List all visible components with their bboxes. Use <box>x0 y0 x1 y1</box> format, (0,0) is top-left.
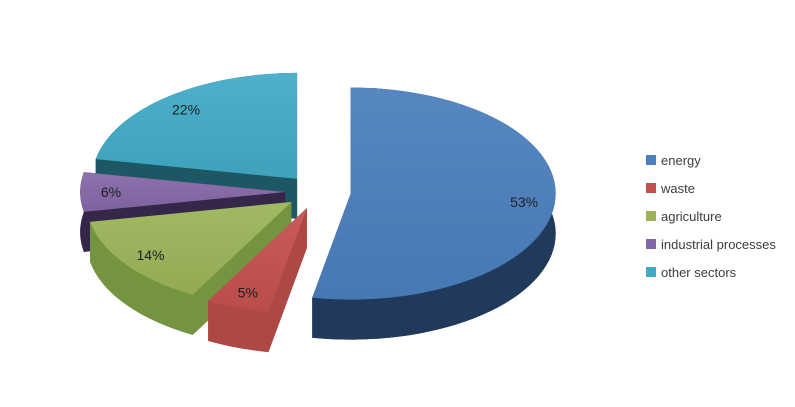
pie-slice-top <box>90 201 292 295</box>
pie-slice-energy: 53% <box>312 87 556 340</box>
legend-swatch-icon <box>646 211 656 221</box>
pie-slice-top <box>80 172 286 212</box>
legend-item-other-sectors: other sectors <box>646 258 776 286</box>
legend-item-label: other sectors <box>661 264 737 280</box>
pie-slice-top <box>312 87 556 300</box>
legend-item-label: agriculture <box>661 208 722 224</box>
legend-item-agriculture: agriculture <box>646 202 776 230</box>
pie-slice-side <box>90 221 193 335</box>
pie-slice-waste: 5% <box>208 207 307 353</box>
legend-item-waste: waste <box>646 174 776 202</box>
pie-slice-top <box>95 72 298 179</box>
pie-slice-data-label: 22% <box>172 102 200 118</box>
legend-swatch-icon <box>646 267 656 277</box>
legend-swatch-icon <box>646 183 656 193</box>
legend-item-industrial-processes: industrial processes <box>646 230 776 258</box>
pie-slice-top <box>208 207 307 313</box>
pie-slice-data-label: 5% <box>238 285 258 301</box>
legend-swatch-icon <box>646 155 656 165</box>
chart-legend: energy waste agriculture industrial process… <box>646 146 776 286</box>
pie-slice-data-label: 14% <box>136 247 164 263</box>
legend-swatch-icon <box>646 239 656 249</box>
pie-slice-side <box>208 300 269 353</box>
legend-item-energy: energy <box>646 146 776 174</box>
legend-item-label: energy <box>661 152 701 168</box>
pie-slice-data-label: 6% <box>101 184 121 200</box>
legend-item-label: industrial processes <box>661 236 776 252</box>
pie-slice-data-label: 53% <box>510 194 538 210</box>
legend-item-label: waste <box>661 180 695 196</box>
